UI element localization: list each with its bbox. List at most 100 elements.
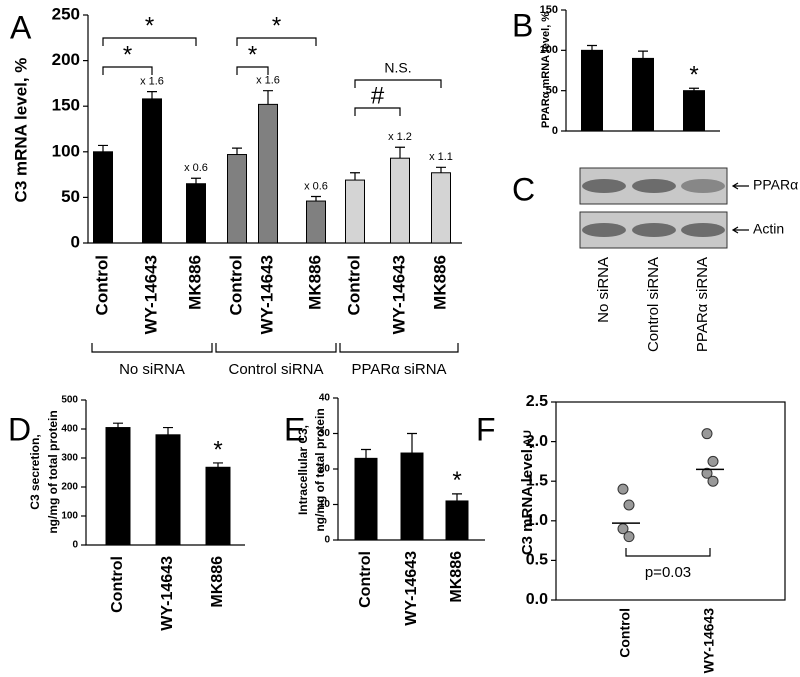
bar [431, 172, 451, 244]
significance-star: * [213, 436, 222, 463]
error-bar [407, 432, 417, 454]
y-tick-label: 150 [540, 4, 558, 16]
significance-label: # [371, 82, 385, 109]
y-tick-label: 250 [52, 4, 80, 23]
bar [93, 151, 113, 244]
significance-label: * [248, 41, 257, 68]
bar [345, 179, 365, 244]
error-bar [452, 493, 462, 501]
fold-label: x 1.1 [429, 151, 453, 163]
y-tick-label: 200 [61, 482, 78, 493]
error-bar [311, 195, 321, 202]
data-point [623, 531, 635, 543]
bar [142, 98, 162, 244]
lane-label: No siRNA [595, 257, 612, 323]
x-tick-label: Control [92, 255, 111, 315]
arrow [731, 226, 749, 234]
bar [390, 157, 410, 244]
bar [445, 500, 469, 541]
y-tick-label: 100 [540, 44, 558, 56]
significance-bracket [236, 66, 269, 75]
y-tick-label: 20 [319, 464, 331, 475]
group-label: Control siRNA [228, 361, 323, 378]
y-tick-label: 1.5 [526, 472, 548, 489]
error-bar [350, 172, 360, 181]
x-tick-label: MK886 [430, 255, 449, 310]
x-tick-label: MK886 [305, 255, 324, 310]
y-tick-label: 1.0 [526, 512, 548, 529]
error-bar [263, 90, 273, 105]
blot-band [582, 179, 626, 193]
error-bar [436, 166, 446, 173]
data-point [623, 499, 635, 511]
bar [632, 57, 654, 132]
y-axis-label: C3 secretion, [28, 434, 42, 509]
arrow [731, 182, 749, 190]
bar [205, 466, 231, 546]
blot-band [681, 179, 725, 193]
bar [400, 452, 424, 541]
y-axis-label: ng/mg of total protein [313, 408, 327, 531]
panel-letter: F [476, 411, 496, 447]
panel-letter: B [512, 7, 533, 43]
y-tick-label: 2.5 [526, 393, 548, 410]
fold-label: x 0.6 [184, 162, 208, 174]
y-tick-label: 40 [319, 393, 331, 404]
error-bar [98, 144, 108, 152]
band-label: PPARα [753, 177, 798, 193]
y-tick-label: 100 [52, 141, 80, 160]
bar [683, 90, 705, 132]
group-bracket [91, 343, 213, 353]
y-tick-label: 50 [61, 187, 80, 206]
x-tick-label: WY-14643 [389, 255, 408, 334]
y-tick-label: 150 [52, 96, 80, 115]
y-tick-label: 0 [72, 540, 78, 551]
blot-band [681, 223, 725, 237]
x-tick-label: Control [109, 556, 126, 613]
group-label: PPARα siRNA [351, 361, 446, 378]
group-bracket [215, 343, 337, 353]
data-point [707, 475, 719, 487]
x-tick-label: Control [226, 255, 245, 315]
y-tick-label: 0.5 [526, 552, 548, 569]
error-bar [147, 91, 157, 99]
error-bar [395, 146, 405, 159]
x-tick-label: WY-14643 [141, 255, 160, 334]
error-bar [361, 448, 371, 459]
x-tick-label: WY-14643 [403, 551, 420, 626]
x-tick-label: MK886 [448, 551, 465, 603]
lane-label: Control siRNA [645, 257, 662, 352]
p-bracket [625, 548, 711, 557]
y-tick-label: 0 [552, 125, 558, 137]
y-tick-label: 30 [319, 428, 331, 439]
bar [155, 434, 181, 546]
axis-line [337, 398, 485, 541]
significance-label: N.S. [384, 60, 411, 76]
x-tick-label: Control [357, 551, 374, 608]
data-point [701, 467, 713, 479]
axis-line [85, 400, 245, 546]
group-label: No siRNA [119, 361, 185, 378]
significance-bracket [102, 37, 197, 46]
y-tick-label: 0.0 [526, 591, 548, 608]
p-value: p=0.03 [645, 564, 691, 581]
y-axis-label: C3 mRNA level, [519, 445, 536, 555]
y-tick-label: 0 [71, 232, 80, 251]
data-point [617, 483, 629, 495]
error-bar [163, 426, 173, 435]
blot-band [582, 223, 626, 237]
y-tick-label: 300 [61, 453, 78, 464]
error-bar [638, 50, 648, 59]
panel-letter: A [10, 9, 32, 45]
significance-bracket [236, 37, 317, 46]
x-tick-label: WY-14643 [701, 608, 717, 674]
y-tick-label: 100 [61, 511, 78, 522]
error-bar [689, 87, 699, 91]
panel-letter: C [512, 171, 535, 207]
y-axis-label: PPARα mRNA level, % [540, 12, 552, 128]
error-bar [587, 44, 597, 51]
y-tick-label: 200 [52, 50, 80, 69]
significance-label: * [145, 12, 154, 39]
y-tick-label: 400 [61, 424, 78, 435]
error-bar [213, 462, 223, 468]
